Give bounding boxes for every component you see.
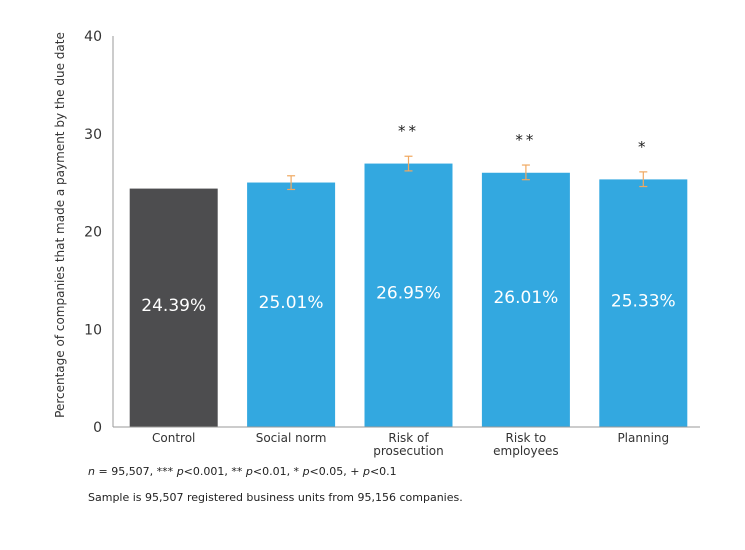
error-bar	[639, 171, 648, 188]
p-threshold-2: <0.01, *	[252, 465, 303, 478]
error-bar	[404, 155, 413, 172]
category-label: Control	[152, 431, 195, 445]
p-threshold-4: <0.1	[369, 465, 397, 478]
sample-note: Sample is 95,507 registered business uni…	[88, 491, 463, 504]
p-symbol-1: p	[176, 465, 184, 478]
y-tick-label: 0	[93, 420, 102, 436]
p-threshold-1: <0.001, **	[183, 465, 246, 478]
error-bar	[521, 164, 530, 181]
bar-value-label: 26.95%	[376, 283, 441, 303]
n-symbol: n	[88, 465, 95, 478]
significance-marker: *	[638, 138, 649, 156]
bar	[247, 182, 336, 427]
bar	[481, 172, 570, 427]
p-threshold-3: <0.05, +	[309, 465, 363, 478]
n-value-text: = 95,507, ***	[94, 465, 177, 478]
bar	[129, 188, 218, 427]
category-label: Social norm	[256, 431, 327, 445]
bar	[599, 179, 688, 427]
p-symbol-2: p	[245, 465, 253, 478]
bars: 24.39% Control 25.01% Social norm 26.95% ** Ri…	[113, 122, 700, 458]
significance-marker: **	[398, 122, 419, 140]
y-tick-label: 10	[84, 322, 102, 338]
bar-value-label: 25.01%	[259, 293, 324, 313]
y-tick-label: 20	[84, 225, 102, 241]
category-label: Planning	[617, 431, 669, 445]
y-axis-title: Percentage of companies that made a paym…	[53, 32, 67, 418]
bar-value-label: 25.33%	[611, 291, 676, 311]
error-bar	[287, 175, 296, 191]
bar	[364, 163, 453, 427]
p-symbol-3: p	[302, 465, 310, 478]
bar-chart: 0 10 20 30 40 24.39% Control 25.01% Social norm…	[53, 29, 700, 458]
p-symbol-4: p	[362, 465, 370, 478]
category-label: Risk of prosecution	[373, 431, 443, 458]
y-tick-label: 30	[84, 127, 102, 143]
bar-value-label: 26.01%	[493, 288, 558, 308]
y-tick-label: 40	[84, 29, 102, 45]
significance-note: n = 95,507, *** p<0.001, ** p<0.01, * p<…	[88, 465, 397, 478]
bar-value-label: 24.39%	[141, 296, 206, 316]
significance-marker: **	[515, 131, 536, 149]
y-axis: 0 10 20 30 40	[84, 29, 114, 436]
category-label: Risk to employees	[493, 431, 558, 458]
